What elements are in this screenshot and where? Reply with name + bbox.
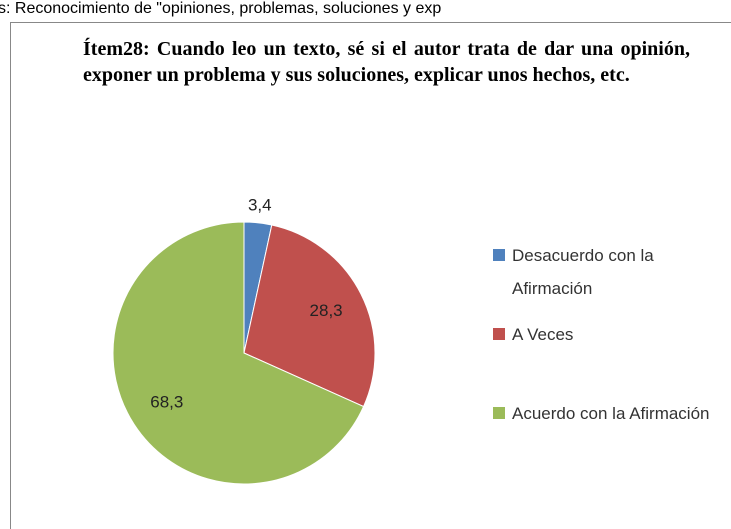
legend-label: Acuerdo con la Afirmación [512,404,710,423]
legend-label: Desacuerdo con la Afirmación [512,246,654,298]
pie-slice [112,221,365,485]
chart-title: Ítem28: Cuando leo un texto, sé si el au… [83,38,690,86]
legend-swatch [493,328,505,340]
chart-frame [10,22,731,529]
data-label: 68,3 [150,393,183,412]
data-label: 3,4 [248,195,272,214]
legend-swatch [493,407,505,419]
data-label: 28,3 [310,301,343,320]
legend-swatch [493,249,505,261]
pie-slice [243,224,376,408]
legend-label: A Veces [512,325,574,344]
caption: s: Reconocimiento de "opiniones, problem… [0,0,442,17]
